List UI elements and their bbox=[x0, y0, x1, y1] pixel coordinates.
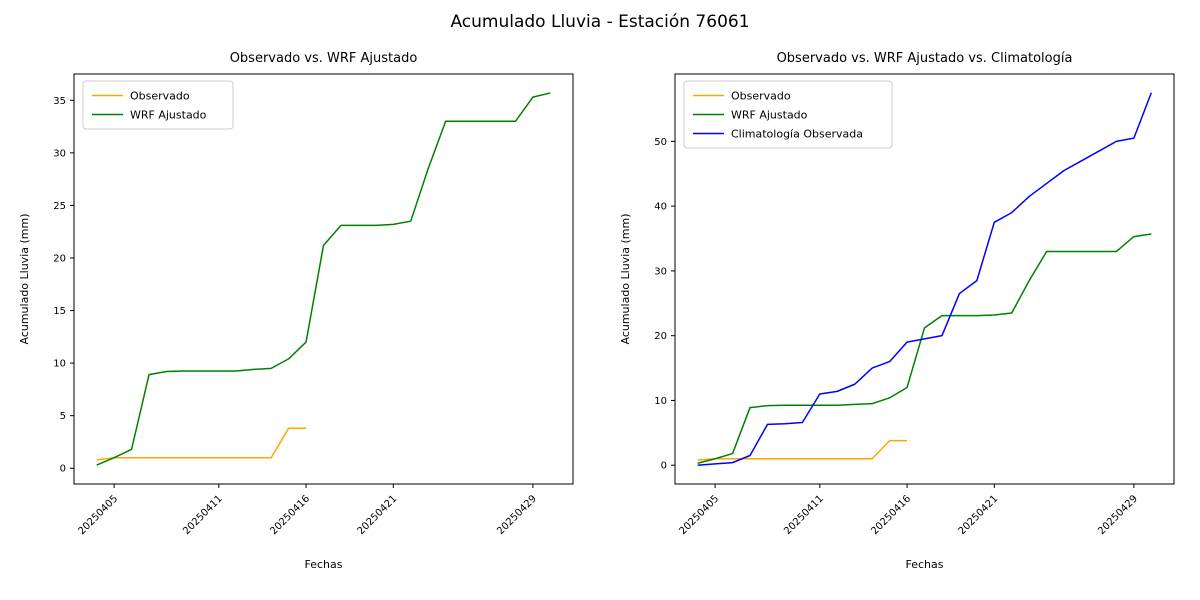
chart-observado-vs-wrf: Observado vs. WRF Ajustado 0 5 10 15 20 25 30 35… bbox=[18, 51, 574, 571]
legend: Observado WRF Ajustado bbox=[82, 80, 234, 130]
y-axis-label: Acumulado Lluvia (mm) bbox=[619, 213, 632, 344]
y-tick-label: 20 bbox=[654, 331, 667, 342]
x-tick-label: 20250429 bbox=[1096, 493, 1140, 537]
x-tick-label: 20250416 bbox=[869, 493, 913, 537]
legend-label: Observado bbox=[731, 89, 791, 102]
legend: Observado WRF Ajustado Climatología Observ… bbox=[683, 80, 893, 149]
legend-entry: Climatología Observada bbox=[693, 127, 863, 140]
plot-area bbox=[73, 73, 574, 485]
x-axis-label: Fechas bbox=[305, 558, 343, 571]
charts-row: Observado vs. WRF Ajustado 0 5 10 15 20 25 30 35… bbox=[0, 40, 1200, 592]
legend-box bbox=[683, 80, 893, 149]
x-tick-label: 20250405 bbox=[76, 493, 120, 537]
series-line-climatolog-a-observada bbox=[697, 92, 1153, 466]
series-line-wrf-ajustado bbox=[697, 233, 1152, 464]
legend-label: Observado bbox=[130, 89, 190, 102]
x-tick-label: 20250421 bbox=[356, 493, 400, 537]
legend-label: WRF Ajustado bbox=[731, 108, 808, 121]
y-tick-label: 10 bbox=[654, 396, 667, 407]
x-tick-label: 20250405 bbox=[677, 493, 721, 537]
y-tick-label: 0 bbox=[661, 461, 667, 472]
x-tick-label: 20250429 bbox=[495, 493, 539, 537]
y-tick-label: 30 bbox=[53, 148, 66, 159]
legend-entry: WRF Ajustado bbox=[693, 108, 808, 121]
y-tick-label: 0 bbox=[60, 464, 66, 475]
y-tick-label: 5 bbox=[60, 411, 66, 422]
series-line-wrf-ajustado bbox=[96, 92, 551, 466]
x-tick-label: 20250411 bbox=[181, 493, 225, 537]
plot-area bbox=[674, 73, 1175, 485]
legend-label: WRF Ajustado bbox=[130, 108, 207, 121]
y-tick-label: 30 bbox=[654, 266, 667, 277]
legend-entry: WRF Ajustado bbox=[92, 108, 207, 121]
y-tick-label: 20 bbox=[53, 253, 66, 264]
x-tick-label: 20250411 bbox=[782, 493, 826, 537]
x-axis-label: Fechas bbox=[906, 558, 944, 571]
y-axis-label: Acumulado Lluvia (mm) bbox=[18, 213, 31, 344]
chart-observado-vs-wrf-vs-climatologia: Observado vs. WRF Ajustado vs. Climatolo… bbox=[619, 51, 1175, 571]
x-tick-label: 20250421 bbox=[957, 493, 1001, 537]
y-tick-label: 50 bbox=[654, 137, 667, 148]
y-tick-label: 10 bbox=[53, 359, 66, 370]
figure-suptitle: Acumulado Lluvia - Estación 76061 bbox=[450, 12, 750, 32]
x-tick-label: 20250416 bbox=[268, 493, 312, 537]
series-line-observado bbox=[697, 439, 908, 461]
y-tick-label: 35 bbox=[53, 96, 66, 107]
legend-entry: Observado bbox=[92, 89, 190, 102]
y-tick-label: 25 bbox=[53, 201, 66, 212]
y-tick-label: 40 bbox=[654, 202, 667, 213]
y-tick-label: 15 bbox=[53, 306, 66, 317]
legend-box bbox=[82, 80, 234, 130]
axes-title: Observado vs. WRF Ajustado bbox=[230, 51, 418, 66]
legend-entry: Observado bbox=[693, 89, 791, 102]
series-line-observado bbox=[96, 427, 307, 461]
axes-title: Observado vs. WRF Ajustado vs. Climatolo… bbox=[777, 51, 1073, 66]
legend-label: Climatología Observada bbox=[731, 127, 863, 140]
